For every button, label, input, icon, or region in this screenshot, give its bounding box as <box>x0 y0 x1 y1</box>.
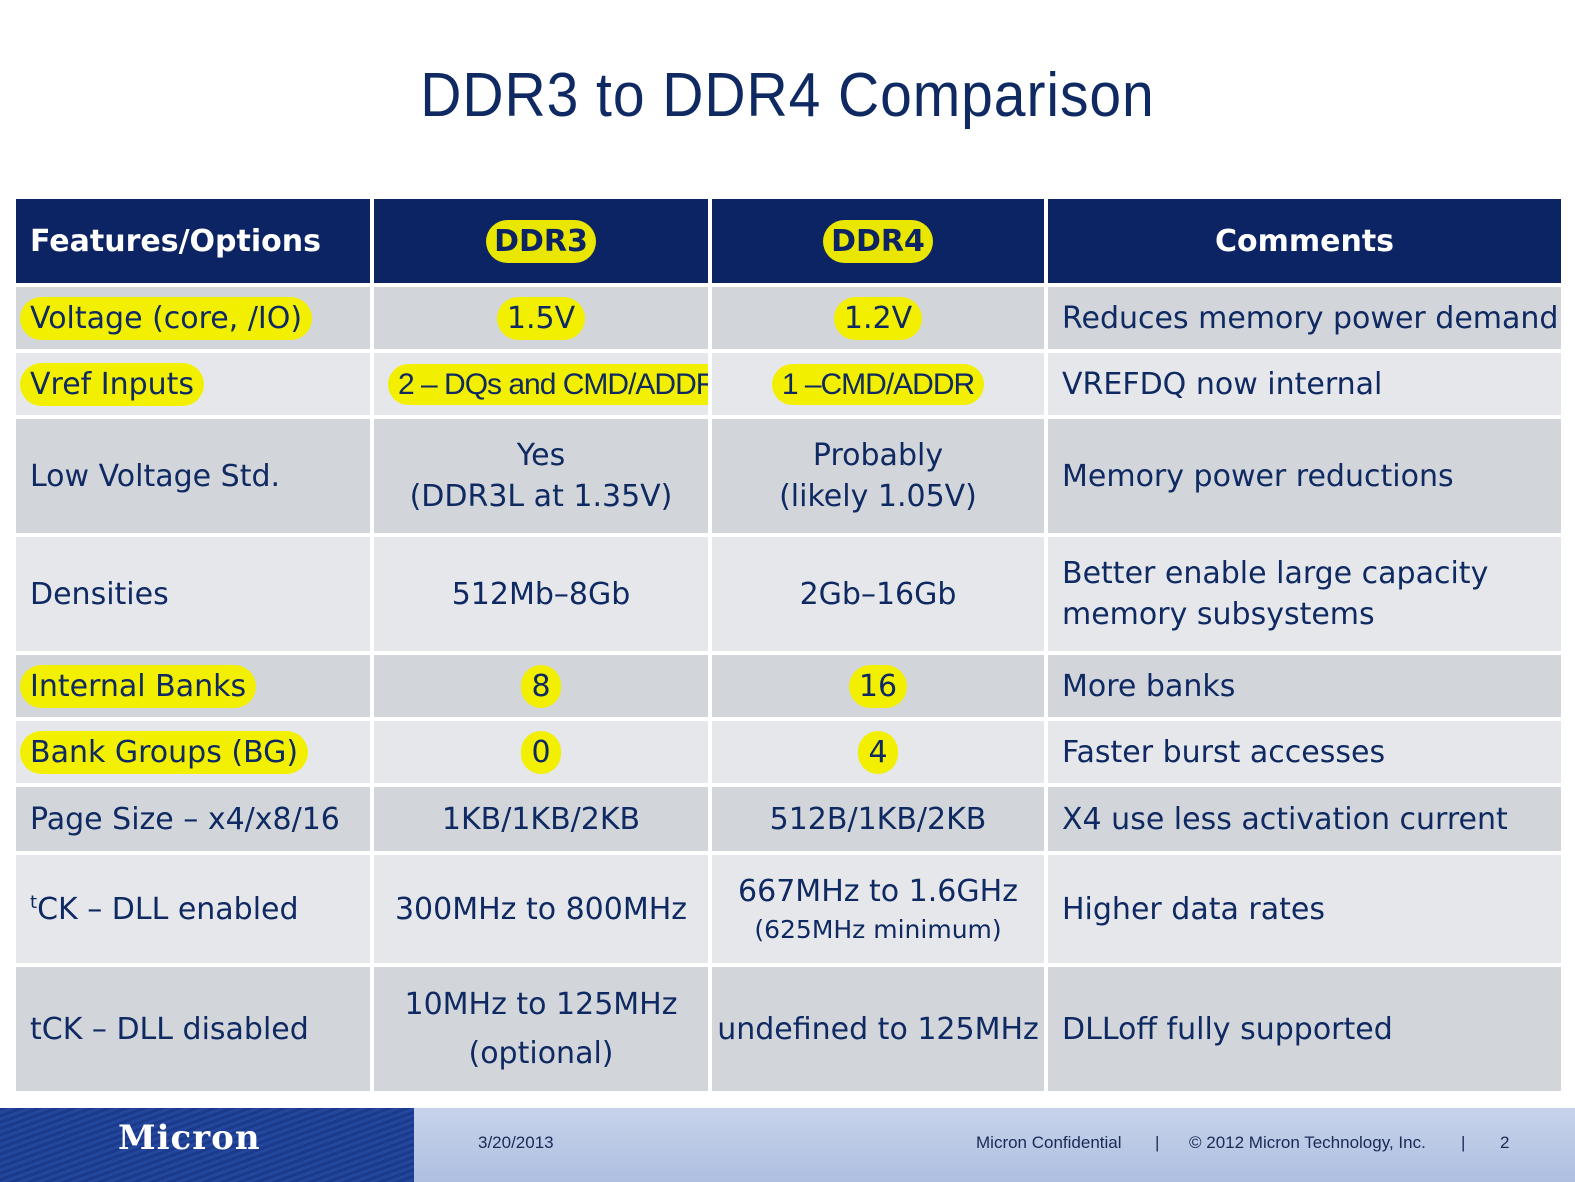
ddr3-cell: 1.5V <box>370 283 712 353</box>
feature-cell: Low Voltage Std. <box>12 415 374 537</box>
footer-page-number: 2 <box>1500 1133 1510 1152</box>
ddr3-cell: 512Mb–8Gb <box>370 533 712 655</box>
ddr4-cell: 4 <box>708 717 1048 787</box>
feature-label: Internal Banks <box>20 664 257 708</box>
table-header-row: Features/Options DDR3 DDR4 Comments <box>12 195 1565 287</box>
ddr4-value: 4 <box>858 730 898 774</box>
header-ddr3: DDR3 <box>370 195 712 287</box>
ddr4-cell: 1 –CMD/ADDR <box>708 349 1048 419</box>
ddr4-cell: Probably (likely 1.05V) <box>708 415 1048 537</box>
comment-text-line2: memory subsystems <box>1062 597 1375 632</box>
comment-cell: X4 use less activation current <box>1044 783 1565 855</box>
header-ddr4: DDR4 <box>708 195 1048 287</box>
header-comments: Comments <box>1044 195 1565 287</box>
ddr3-value: 8 <box>521 664 561 708</box>
ddr4-value-note: (625MHz minimum) <box>754 915 1002 944</box>
table-row-vref: Vref Inputs 2 – DQs and CMD/ADDR 1 –CMD/… <box>12 349 1565 419</box>
slide-title: DDR3 to DDR4 Comparison <box>420 61 1155 130</box>
ddr3-cell: 0 <box>370 717 712 787</box>
ddr3-value-note: (optional) <box>468 1036 614 1071</box>
ddr4-cell: 1.2V <box>708 283 1048 353</box>
comment-cell: DLLoff fully supported <box>1044 963 1565 1095</box>
comment-cell: Faster burst accesses <box>1044 717 1565 787</box>
ddr4-cell: undefined to 125MHz <box>708 963 1048 1095</box>
table-row-low-voltage: Low Voltage Std. Yes (DDR3L at 1.35V) Pr… <box>12 415 1565 537</box>
footer-confidential: Micron Confidential <box>976 1133 1122 1152</box>
feature-label: Bank Groups (BG) <box>20 730 309 774</box>
comment-cell: Better enable large capacity memory subs… <box>1044 533 1565 655</box>
table-row-bank-groups: Bank Groups (BG) 0 4 Faster burst access… <box>12 717 1565 787</box>
table-row-tck-dll-disabled: tCK – DLL disabled 10MHz to 125MHz (opti… <box>12 963 1565 1095</box>
footer-separator: | <box>1155 1133 1160 1152</box>
ddr4-cell: 2Gb–16Gb <box>708 533 1048 655</box>
ddr4-cell: 512B/1KB/2KB <box>708 783 1048 855</box>
footer-bar <box>414 1108 1575 1182</box>
header-ddr4-label: DDR4 <box>823 219 933 263</box>
feature-cell: tCK – DLL enabled <box>12 851 374 967</box>
header-features: Features/Options <box>12 195 374 287</box>
table-row-internal-banks: Internal Banks 8 16 More banks <box>12 651 1565 721</box>
comparison-table: Features/Options DDR3 DDR4 Comments Volt… <box>12 195 1565 1095</box>
footer-date: 3/20/2013 <box>478 1133 554 1152</box>
ddr3-value: 0 <box>521 730 561 774</box>
feature-cell: Internal Banks <box>12 651 374 721</box>
feature-cell: Bank Groups (BG) <box>12 717 374 787</box>
comment-cell: Memory power reductions <box>1044 415 1565 537</box>
ddr4-cell: 667MHz to 1.6GHz (625MHz minimum) <box>708 851 1048 967</box>
ddr3-value: 10MHz to 125MHz <box>404 987 678 1022</box>
comment-text: Better enable large capacity <box>1062 556 1489 591</box>
feature-label: CK – DLL enabled <box>37 891 299 927</box>
footer-copyright: © 2012 Micron Technology, Inc. <box>1189 1133 1426 1152</box>
comment-cell: Higher data rates <box>1044 851 1565 967</box>
table-row-densities: Densities 512Mb–8Gb 2Gb–16Gb Better enab… <box>12 533 1565 655</box>
feature-superscript: t <box>30 891 38 913</box>
comment-cell: More banks <box>1044 651 1565 721</box>
feature-cell: Voltage (core, /IO) <box>12 283 374 353</box>
ddr3-value: 2 – DQs and CMD/ADDR <box>388 363 706 405</box>
feature-cell: Page Size – x4/x8/16 <box>12 783 374 855</box>
footer-separator: | <box>1461 1133 1466 1152</box>
ddr3-cell: 1KB/1KB/2KB <box>370 783 712 855</box>
ddr4-value: 16 <box>848 664 908 708</box>
feature-label: Voltage (core, /IO) <box>20 296 313 340</box>
ddr3-cell: 2 – DQs and CMD/ADDR <box>370 349 712 419</box>
ddr4-value: Probably <box>812 438 944 473</box>
feature-label: Vref Inputs <box>20 362 205 406</box>
table-row-voltage: Voltage (core, /IO) 1.5V 1.2V Reduces me… <box>12 283 1565 353</box>
header-ddr3-label: DDR3 <box>486 219 596 263</box>
ddr4-value: 1 –CMD/ADDR <box>771 363 985 405</box>
ddr3-cell: 8 <box>370 651 712 721</box>
ddr3-value: Yes <box>516 438 566 473</box>
ddr4-cell: 16 <box>708 651 1048 721</box>
micron-logo: Micron <box>118 1118 261 1158</box>
feature-cell: Densities <box>12 533 374 655</box>
ddr4-value: 667MHz to 1.6GHz <box>738 874 1018 909</box>
ddr4-value-note: (likely 1.05V) <box>779 479 977 514</box>
comment-cell: Reduces memory power demand <box>1044 283 1565 353</box>
comment-cell: VREFDQ now internal <box>1044 349 1565 419</box>
ddr3-cell: Yes (DDR3L at 1.35V) <box>370 415 712 537</box>
feature-cell: Vref Inputs <box>12 349 374 419</box>
footer-logo-panel <box>0 1108 414 1182</box>
table-row-page-size: Page Size – x4/x8/16 1KB/1KB/2KB 512B/1K… <box>12 783 1565 855</box>
ddr3-value: 1.5V <box>496 296 586 340</box>
table-row-tck-dll-enabled: tCK – DLL enabled 300MHz to 800MHz 667MH… <box>12 851 1565 967</box>
feature-cell: tCK – DLL disabled <box>12 963 374 1095</box>
ddr3-cell: 300MHz to 800MHz <box>370 851 712 967</box>
ddr3-value-note: (DDR3L at 1.35V) <box>409 479 673 514</box>
ddr3-cell: 10MHz to 125MHz (optional) <box>370 963 712 1095</box>
ddr4-value: 1.2V <box>833 296 923 340</box>
